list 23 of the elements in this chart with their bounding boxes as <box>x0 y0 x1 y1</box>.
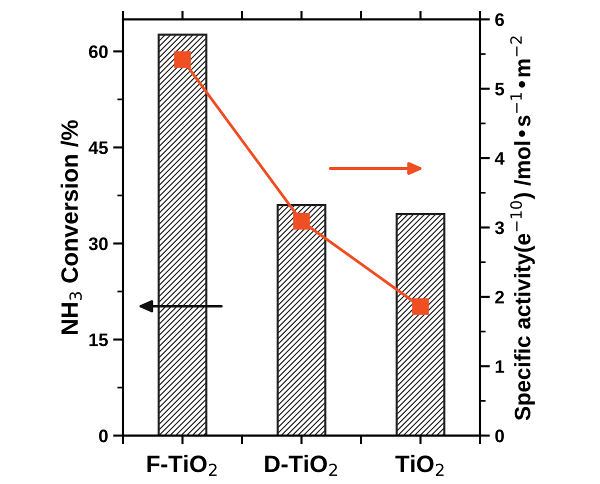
x-tick-label: F-TiO$_{2}$ <box>147 454 217 476</box>
x-tick-label: D-TiO$_{2}$ <box>265 454 337 476</box>
bar <box>396 212 446 436</box>
y-tick-label: 15 <box>89 334 108 346</box>
y-tick-label: 45 <box>88 142 108 154</box>
x-tick-label: TiO$_{2}$ <box>395 454 444 476</box>
y-tick-label: 30 <box>88 237 108 250</box>
y2-axis-title: Specific activity(e$^{−10}$) /mol•s$^{−1}$•m$^{−2}$ <box>510 36 535 420</box>
y-tick-label: 0 <box>99 430 108 442</box>
bar <box>276 204 326 436</box>
point <box>412 298 429 315</box>
y2-tick-label: 4 <box>494 152 505 165</box>
y2-tick-label: 5 <box>495 82 504 96</box>
y2-tick-label: 6 <box>495 13 504 26</box>
y-axis-title: NH$_{3}$ Conversion /% <box>60 120 82 334</box>
y-tick-label: 60 <box>88 45 108 58</box>
y2-tick-label: 3 <box>495 221 504 234</box>
y2-tick-label: 0 <box>495 430 504 442</box>
y2-tick-label: 1 <box>496 360 504 373</box>
point <box>174 51 191 68</box>
y2-tick-label: 2 <box>495 290 504 304</box>
bar <box>158 34 208 436</box>
point <box>293 212 310 230</box>
